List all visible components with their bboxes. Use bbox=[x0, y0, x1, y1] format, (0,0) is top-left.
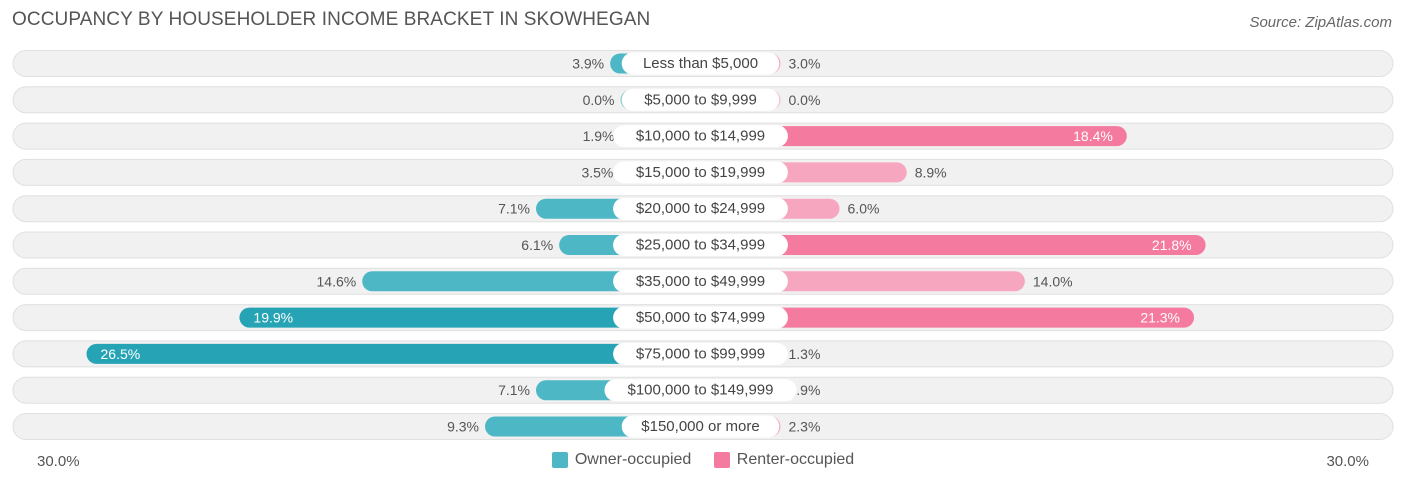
category-label: $5,000 to $9,999 bbox=[644, 91, 757, 108]
renter-value-label: 0.0% bbox=[789, 92, 821, 108]
category-label: $100,000 to $149,999 bbox=[628, 382, 774, 399]
category-label: $150,000 or more bbox=[641, 418, 759, 435]
axis-label-left: 30.0% bbox=[37, 453, 80, 470]
category-label: $75,000 to $99,999 bbox=[636, 345, 765, 362]
renter-value-label: 2.3% bbox=[789, 419, 821, 435]
chart-area: 3.9% 3.0% Less than $5,000 0.0% 0.0% $5,000 t… bbox=[12, 50, 1394, 440]
renter-bar bbox=[700, 126, 1127, 147]
owner-bar bbox=[86, 343, 701, 364]
category-pill bbox=[621, 415, 780, 438]
category-label: $35,000 to $49,999 bbox=[636, 273, 765, 290]
owner-value-label: 7.1% bbox=[498, 201, 530, 217]
category-pill bbox=[613, 161, 788, 184]
renter-value-label: 6.0% bbox=[848, 201, 880, 217]
category-label: $20,000 to $24,999 bbox=[636, 200, 765, 217]
owner-value-label: 19.9% bbox=[253, 310, 293, 326]
renter-value-label: 3.0% bbox=[789, 56, 821, 72]
owner-value-label: 3.5% bbox=[581, 164, 613, 180]
owner-value-label: 14.6% bbox=[317, 273, 357, 289]
category-label: Less than $5,000 bbox=[643, 55, 758, 72]
legend-label-renter: Renter-occupied bbox=[736, 451, 855, 468]
legend-item-renter: Renter-occupied bbox=[713, 451, 855, 469]
renter-bar bbox=[700, 307, 1195, 328]
category-label: $15,000 to $19,999 bbox=[636, 164, 765, 181]
category-label: $10,000 to $14,999 bbox=[636, 128, 765, 145]
category-pill bbox=[621, 52, 780, 75]
category-pill bbox=[613, 197, 788, 220]
legend-label-owner: Owner-occupied bbox=[574, 451, 692, 468]
renter-value-label: 2.9% bbox=[789, 382, 821, 398]
legend-item-owner: Owner-occupied bbox=[551, 451, 692, 469]
category-pill bbox=[613, 306, 788, 329]
category-label: $50,000 to $74,999 bbox=[636, 309, 765, 326]
owner-value-label: 3.9% bbox=[572, 56, 604, 72]
owner-bar bbox=[239, 307, 701, 328]
owner-value-label: 1.9% bbox=[583, 128, 615, 144]
renter-bar bbox=[700, 235, 1206, 255]
category-pill bbox=[613, 270, 788, 293]
chart-title: OCCUPANCY BY HOUSEHOLDER INCOME BRACKET … bbox=[12, 9, 651, 30]
owner-value-label: 7.1% bbox=[498, 382, 530, 398]
category-label: $25,000 to $34,999 bbox=[636, 237, 765, 254]
category-pill bbox=[604, 379, 797, 402]
category-pill bbox=[613, 125, 788, 148]
category-pill bbox=[621, 88, 780, 111]
owner-value-label: 26.5% bbox=[101, 346, 141, 362]
legend-swatch-owner bbox=[551, 452, 568, 468]
legend: Owner-occupied Renter-occupied bbox=[0, 451, 1406, 473]
renter-value-label: 1.3% bbox=[789, 346, 821, 362]
owner-value-label: 9.3% bbox=[447, 419, 479, 435]
owner-value-label: 0.0% bbox=[583, 92, 615, 108]
renter-value-label: 14.0% bbox=[1033, 273, 1073, 289]
category-pill bbox=[613, 234, 788, 256]
category-pill bbox=[613, 342, 788, 365]
owner-value-label: 6.1% bbox=[521, 237, 553, 253]
source-note: Source: ZipAtlas.com bbox=[1249, 14, 1392, 31]
renter-value-label: 21.3% bbox=[1140, 310, 1180, 326]
renter-value-label: 18.4% bbox=[1073, 128, 1113, 144]
legend-swatch-renter bbox=[713, 452, 730, 468]
renter-value-label: 8.9% bbox=[915, 164, 947, 180]
renter-value-label: 21.8% bbox=[1152, 237, 1192, 253]
axis-label-right: 30.0% bbox=[1326, 453, 1369, 470]
